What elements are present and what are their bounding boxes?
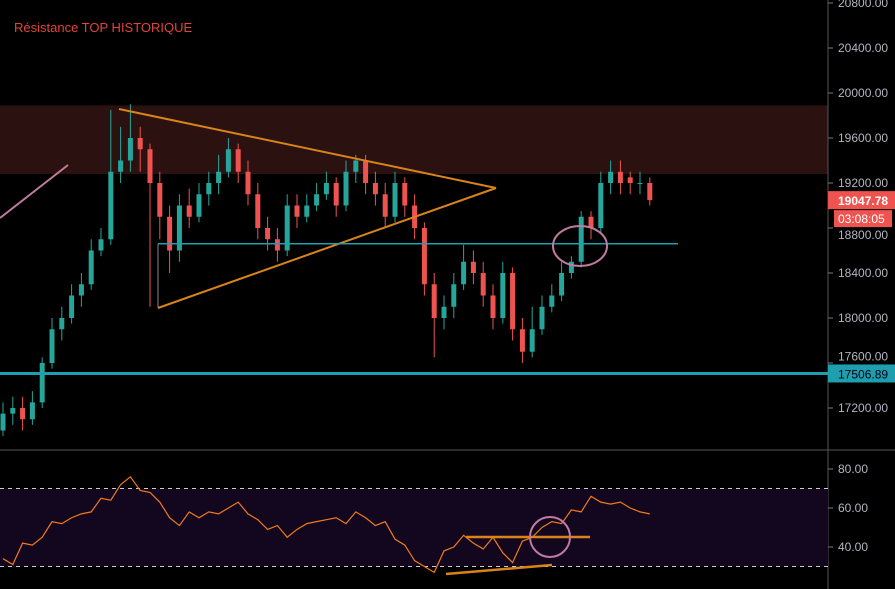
support-price-label: 17506.89 [838, 367, 888, 381]
candle-body [559, 273, 565, 296]
last-price-tag [828, 191, 895, 210]
candle-body [29, 402, 35, 420]
countdown-label: 03:08:05 [838, 212, 885, 226]
candle-body [578, 216, 584, 262]
candle-body [147, 149, 153, 183]
candle-body [245, 171, 251, 195]
candle-body [461, 261, 467, 285]
candle-body [627, 177, 633, 183]
triangle-upper-line [118, 108, 497, 189]
candle-body [588, 216, 594, 228]
candle-body [225, 149, 231, 172]
y-tick-label: 18400.00 [838, 266, 888, 280]
candle-body [196, 194, 202, 217]
candle-body [539, 306, 545, 330]
candle-body [392, 183, 398, 217]
candle-body [490, 295, 496, 318]
candle-body [549, 295, 555, 307]
candle-body [510, 273, 516, 330]
candle-body [108, 171, 114, 240]
candle-body [10, 408, 16, 414]
candle-body [255, 194, 261, 228]
y-tick-label: 17600.00 [838, 349, 888, 363]
rsi-tick-label: 60.00 [838, 501, 868, 515]
candle-body [598, 183, 604, 228]
candle-body [382, 194, 388, 217]
candle-body [647, 183, 653, 201]
y-tick-label: 17200.00 [838, 401, 888, 415]
rsi-pane: 80.00 60.00 40.00 [0, 449, 895, 576]
candle-body [127, 138, 133, 161]
candle-body [216, 171, 222, 183]
candle-body [274, 239, 280, 251]
y-tick-label: 18800.00 [838, 228, 888, 242]
candle-body [333, 183, 339, 206]
candle-body [186, 205, 192, 217]
candle-body [529, 329, 535, 352]
candle-body [284, 205, 290, 251]
resistance-annotation: Résistance TOP HISTORIQUE [14, 20, 193, 35]
candle-body [568, 261, 574, 273]
countdown-tag [834, 210, 892, 228]
rsi-tick-label: 40.00 [838, 540, 868, 554]
rsi-line [2, 475, 650, 574]
candle-body [0, 413, 6, 431]
candle-body [363, 160, 369, 183]
candle-body [78, 284, 84, 296]
candle-body [500, 273, 506, 318]
candle-body [480, 273, 486, 296]
candle-body [176, 205, 182, 251]
candle-body [372, 183, 378, 195]
candle-body [157, 183, 163, 217]
candle-body [519, 329, 525, 352]
candle-body [69, 295, 75, 318]
candle-body [98, 239, 104, 251]
candle-body [402, 183, 408, 206]
candle-body [421, 228, 427, 285]
candle-body [39, 363, 45, 403]
y-tick-label: 20400.00 [838, 41, 888, 55]
candle-body [617, 171, 623, 183]
candle-body [637, 183, 643, 184]
resistance-zone [0, 105, 828, 174]
candle-body [49, 329, 55, 363]
candle-body [441, 306, 447, 318]
candle-body [608, 171, 614, 183]
candle-body [167, 216, 173, 251]
y-tick-label: 19200.00 [838, 176, 888, 190]
candle-body [265, 228, 271, 240]
rsi-band [0, 488, 828, 567]
candle-body [235, 149, 241, 172]
trend-line [0, 164, 69, 219]
support-price-tag [828, 364, 895, 383]
candle-body [451, 284, 457, 307]
rsi-divergence-line [445, 563, 553, 576]
y-tick-label: 20800.00 [838, 0, 888, 10]
candle-body [343, 171, 349, 206]
candle-body [323, 183, 329, 195]
breakout-ellipse [552, 225, 608, 267]
candle-body [470, 261, 476, 273]
candle-body [206, 183, 212, 195]
y-tick-label: 20000.00 [838, 86, 888, 100]
candle-body [59, 318, 65, 330]
triangle-lower-line [157, 187, 497, 309]
y-tick-label: 18000.00 [838, 311, 888, 325]
candle-body [431, 284, 437, 318]
rsi-breakout-circle [529, 516, 571, 558]
candle-body [353, 160, 359, 172]
candle-body [88, 250, 94, 285]
y-tick-label: 19600.00 [838, 131, 888, 145]
candle-body [118, 160, 124, 172]
candle-body [20, 408, 26, 420]
rsi-tick-label: 80.00 [838, 462, 868, 476]
candle-body [137, 138, 143, 150]
candle-body [314, 194, 320, 206]
last-price-label: 19047.78 [838, 194, 888, 208]
candle-body [294, 205, 300, 217]
candle-body [304, 205, 310, 217]
